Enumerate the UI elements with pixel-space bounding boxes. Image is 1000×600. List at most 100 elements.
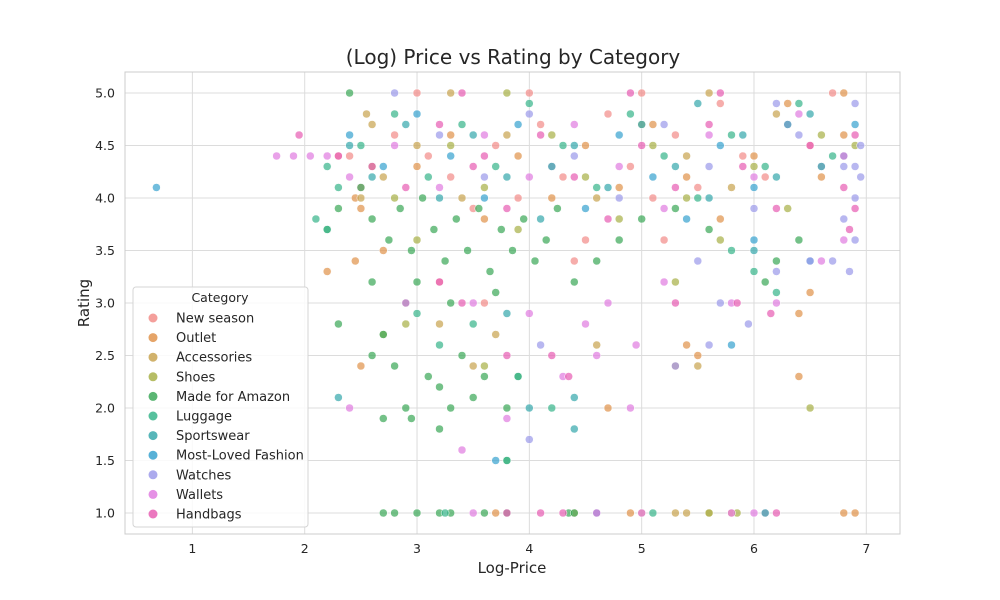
data-point	[671, 130, 680, 140]
data-point	[345, 403, 354, 413]
data-point	[839, 130, 849, 140]
data-point	[749, 204, 759, 213]
data-point	[839, 235, 849, 245]
data-point	[440, 508, 450, 518]
legend-marker	[148, 450, 158, 460]
data-point	[850, 130, 860, 140]
data-point	[693, 361, 703, 371]
data-point	[637, 508, 646, 518]
data-point	[805, 403, 815, 413]
data-point	[850, 235, 860, 245]
data-point	[429, 225, 439, 234]
data-point	[671, 298, 680, 308]
data-point	[659, 120, 669, 129]
data-point	[648, 120, 658, 129]
series-points	[272, 109, 849, 518]
data-point	[345, 130, 354, 140]
data-point	[682, 340, 691, 350]
data-point	[772, 172, 781, 182]
series-points	[322, 88, 804, 518]
data-point	[356, 141, 366, 150]
data-point	[693, 193, 703, 203]
data-point	[592, 193, 601, 203]
data-point	[626, 508, 635, 518]
data-point	[850, 204, 860, 213]
data-point	[407, 246, 416, 255]
data-point	[513, 151, 523, 161]
data-point	[401, 183, 411, 192]
data-point	[749, 508, 759, 518]
data-point	[603, 109, 613, 119]
data-point	[468, 508, 478, 518]
data-point	[704, 130, 714, 140]
data-point	[671, 162, 680, 171]
data-point	[480, 151, 489, 161]
data-point	[693, 99, 703, 108]
data-point	[367, 351, 377, 360]
data-point	[412, 162, 422, 171]
data-point	[749, 267, 759, 276]
legend-marker	[148, 489, 158, 499]
data-point	[716, 141, 725, 150]
data-point	[334, 204, 343, 213]
data-point	[395, 204, 405, 213]
data-point	[547, 351, 557, 360]
data-point	[570, 277, 579, 287]
data-point	[480, 193, 489, 203]
data-point	[440, 256, 450, 266]
data-point	[435, 277, 444, 287]
data-point	[367, 120, 377, 129]
data-point	[671, 277, 680, 287]
data-point	[749, 246, 759, 255]
data-point	[367, 214, 377, 224]
data-point	[272, 151, 281, 161]
data-point	[497, 225, 506, 234]
data-point	[614, 162, 624, 171]
data-point	[418, 193, 427, 203]
y-axis-label: Rating	[75, 279, 93, 327]
data-point	[845, 267, 854, 276]
data-point	[294, 130, 304, 140]
data-point	[508, 246, 517, 255]
data-point	[772, 99, 781, 108]
data-point	[322, 267, 332, 276]
data-point	[592, 508, 601, 518]
y-tick-label: 2.5	[95, 348, 115, 363]
data-point	[485, 267, 495, 276]
data-point	[379, 172, 388, 182]
data-point	[738, 151, 748, 161]
data-point	[513, 193, 523, 203]
data-point	[760, 508, 770, 518]
data-point	[379, 414, 388, 423]
data-point	[435, 340, 444, 350]
data-point	[401, 120, 411, 129]
data-point	[306, 151, 315, 161]
data-point	[547, 193, 557, 203]
data-point	[536, 340, 545, 350]
data-point	[424, 151, 433, 161]
data-point	[435, 424, 444, 434]
data-point	[362, 109, 371, 119]
data-point	[648, 141, 658, 150]
legend-marker	[148, 411, 158, 421]
series-points	[294, 88, 860, 518]
data-point	[749, 235, 759, 245]
data-point	[648, 508, 658, 518]
data-point	[704, 88, 714, 98]
data-point	[412, 88, 422, 98]
data-point	[435, 120, 444, 129]
data-point	[435, 382, 444, 392]
legend-label: Outlet	[176, 331, 216, 346]
legend-marker	[148, 391, 158, 401]
data-point	[592, 183, 601, 192]
legend-label: Shoes	[176, 370, 215, 385]
data-point	[817, 256, 826, 266]
legend-label: Watches	[176, 468, 231, 483]
data-point	[570, 151, 579, 161]
y-tick-label: 4.5	[95, 138, 115, 153]
legend-label: Wallets	[176, 488, 223, 503]
data-point	[637, 120, 646, 129]
legend-marker	[148, 352, 158, 362]
x-tick-label: 2	[301, 541, 309, 556]
data-point	[794, 130, 804, 140]
